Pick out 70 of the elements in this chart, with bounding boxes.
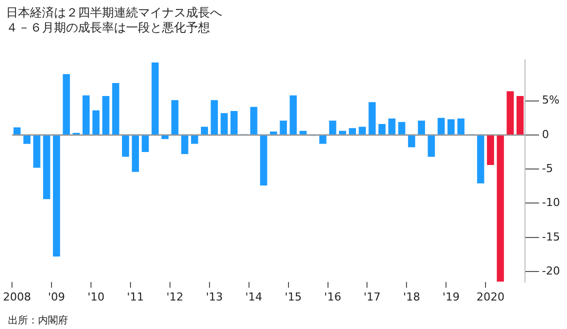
y-tick-label: -15 <box>542 230 560 244</box>
bar <box>14 127 21 134</box>
bar <box>496 135 504 282</box>
bar <box>152 62 159 134</box>
bar <box>52 135 60 257</box>
bar <box>102 96 110 134</box>
x-tick-label: '11 <box>126 290 144 304</box>
bar <box>516 96 524 134</box>
bar <box>319 135 326 144</box>
x-tick-label: '19 <box>442 290 460 304</box>
bar <box>486 135 494 165</box>
bar <box>378 124 386 134</box>
bar <box>122 135 130 157</box>
bar <box>132 135 139 172</box>
bar <box>438 118 445 134</box>
bar <box>92 110 100 134</box>
bar <box>477 135 484 184</box>
bar <box>230 111 238 134</box>
x-tick-label: '15 <box>284 290 302 304</box>
y-tick-label: 5% <box>542 94 560 107</box>
bar <box>220 113 228 134</box>
bar <box>339 130 346 134</box>
bar <box>280 120 287 134</box>
bar <box>329 120 336 134</box>
bar <box>418 120 426 134</box>
bar <box>210 100 218 134</box>
bar <box>250 106 258 134</box>
x-tick-label: '13 <box>206 290 223 304</box>
bar <box>506 91 514 134</box>
bar <box>112 83 120 134</box>
bar <box>33 135 40 168</box>
x-tick-label: '18 <box>403 290 420 304</box>
x-tick-label: '14 <box>245 290 262 304</box>
chart-title: 日本経済は２四半期連続マイナス成長へ <box>6 5 222 20</box>
bar <box>171 100 178 134</box>
y-tick-label: -10 <box>542 196 560 210</box>
bar <box>348 128 356 134</box>
bar <box>457 118 464 134</box>
x-tick-label: '17 <box>364 290 381 304</box>
y-tick-label: -5 <box>542 162 554 175</box>
bar <box>428 135 435 157</box>
x-tick-label: '12 <box>166 290 184 304</box>
bar <box>82 95 90 134</box>
chart-subtitle: ４－６月期の成長率は一段と悪化予想 <box>6 20 210 35</box>
bar <box>191 135 198 144</box>
bar <box>200 126 208 134</box>
bar <box>388 118 396 134</box>
x-tick-label: 2020 <box>476 290 505 304</box>
x-tick-label: '09 <box>48 290 66 304</box>
y-tick-label: 0 <box>542 128 550 141</box>
bar <box>23 135 30 144</box>
text: 出所：内閣府 <box>8 314 68 327</box>
bar <box>142 135 149 152</box>
bar <box>358 126 366 134</box>
bar <box>398 122 406 134</box>
y-tick-label: -20 <box>542 264 560 278</box>
bar <box>161 135 169 140</box>
bar <box>368 102 376 134</box>
bar <box>300 130 307 134</box>
x-tick-label: 2008 <box>3 290 32 304</box>
x-tick-label: '16 <box>324 290 342 304</box>
bar <box>62 74 70 134</box>
bar <box>408 135 416 148</box>
bar <box>448 119 455 134</box>
x-tick-label: '10 <box>87 290 104 304</box>
bar <box>290 95 297 134</box>
bar <box>270 132 278 134</box>
bar <box>260 135 268 186</box>
bar <box>43 135 50 200</box>
bar <box>181 135 188 154</box>
